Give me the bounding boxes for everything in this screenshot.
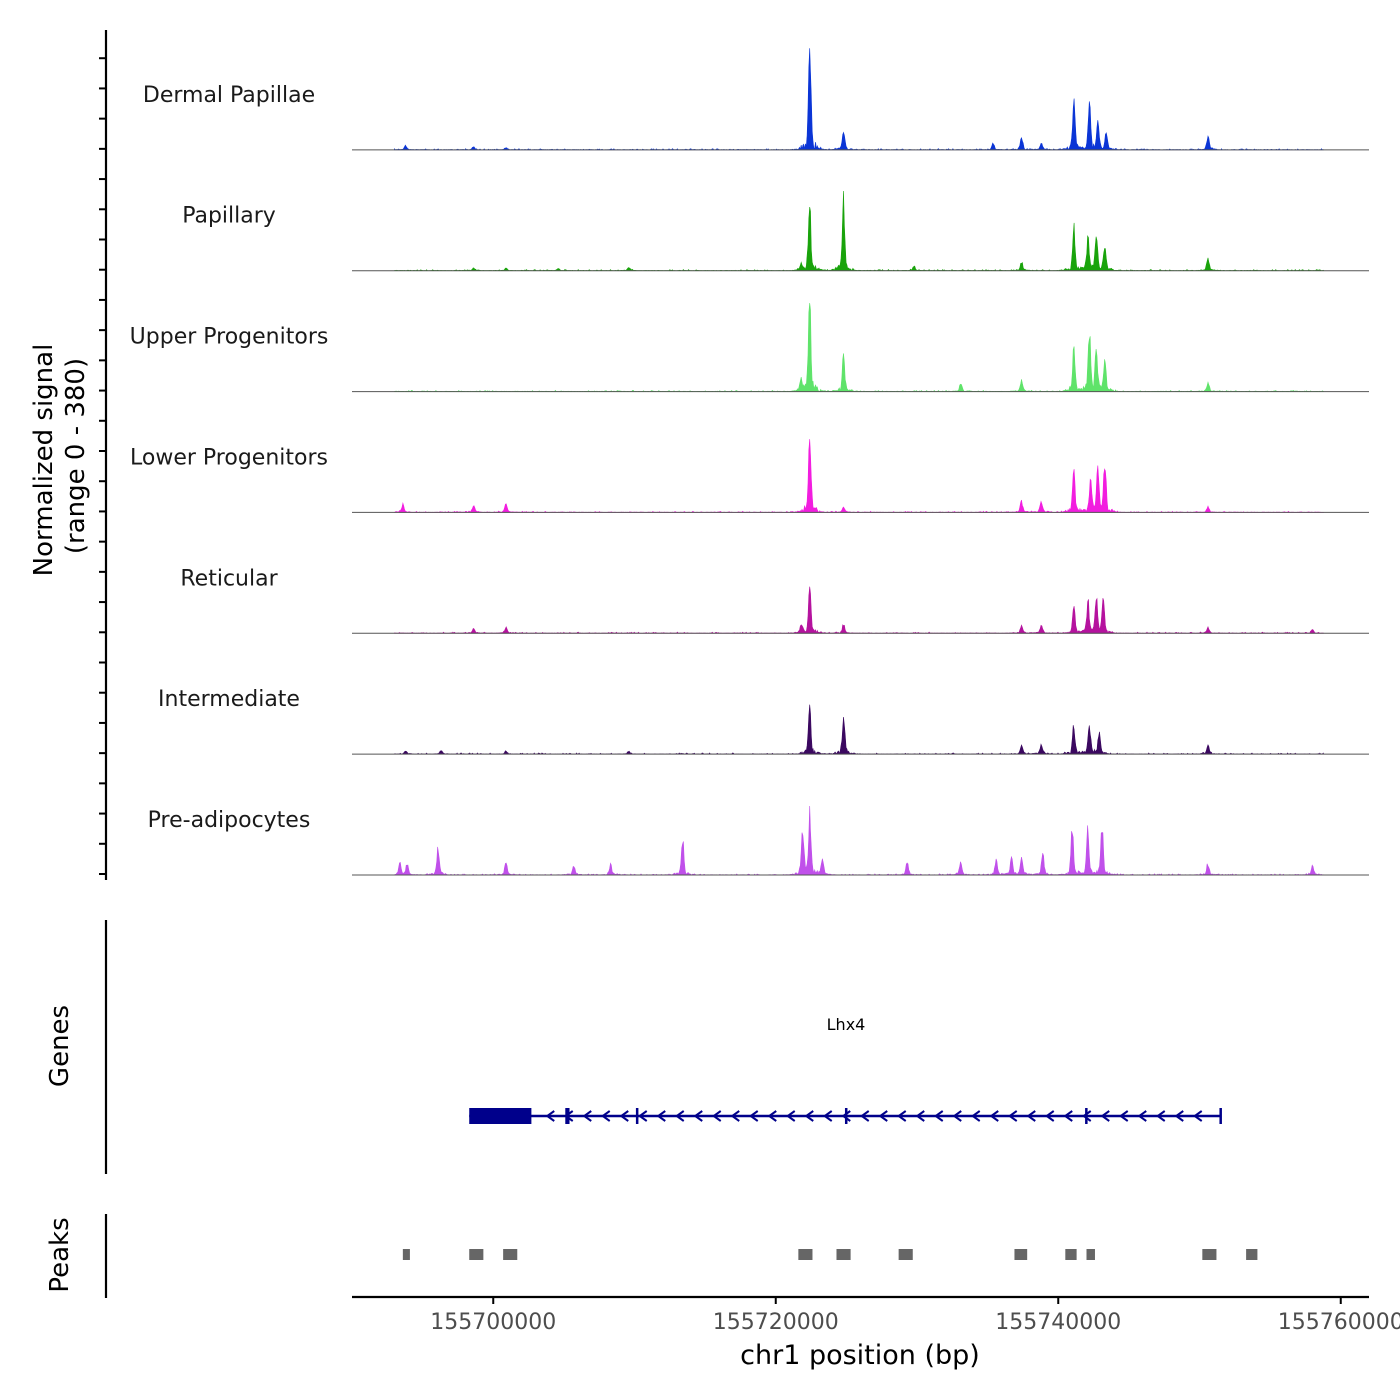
strand-arrow bbox=[786, 1110, 796, 1122]
peak-region bbox=[402, 1249, 410, 1260]
strand-arrow bbox=[1063, 1110, 1073, 1122]
signal-tracks: Dermal Papillae Papillary Upper Progenitor… bbox=[130, 48, 1369, 876]
strand-arrow bbox=[897, 1110, 907, 1122]
signal-area bbox=[394, 586, 1324, 634]
peak-region bbox=[1202, 1249, 1217, 1260]
strand-arrow bbox=[1100, 1110, 1110, 1122]
strand-arrow bbox=[823, 1110, 833, 1122]
signal-area bbox=[394, 439, 1324, 514]
genes-panel-label: Genes bbox=[45, 1005, 75, 1087]
peak-region bbox=[1246, 1249, 1258, 1260]
strand-arrow bbox=[1045, 1110, 1055, 1122]
signal-area bbox=[394, 805, 1324, 876]
strand-arrow bbox=[1156, 1110, 1166, 1122]
strand-arrow bbox=[1008, 1110, 1018, 1122]
strand-arrow bbox=[860, 1110, 870, 1122]
strand-arrow bbox=[934, 1110, 944, 1122]
track-lower-progenitors: Lower Progenitors bbox=[130, 439, 1369, 514]
track-pre-adipocytes: Pre-adipocytes bbox=[148, 805, 1369, 876]
strand-arrow bbox=[989, 1110, 999, 1122]
strand-arrow bbox=[712, 1110, 722, 1122]
peak-region bbox=[798, 1249, 813, 1260]
peak-region bbox=[503, 1249, 518, 1260]
gene-model bbox=[469, 1108, 1222, 1124]
gene-exon bbox=[635, 1108, 639, 1124]
peak-regions bbox=[402, 1249, 1258, 1260]
x-tick-label: 155720000 bbox=[713, 1310, 839, 1335]
strand-arrow bbox=[915, 1110, 925, 1122]
track-label: Pre-adipocytes bbox=[148, 808, 311, 833]
peak-region bbox=[1014, 1249, 1028, 1260]
track-label: Dermal Papillae bbox=[143, 83, 315, 108]
x-axis-label: chr1 position (bp) bbox=[740, 1340, 980, 1371]
peaks-panel-label: Peaks bbox=[45, 1217, 75, 1292]
track-intermediate: Intermediate bbox=[158, 687, 1369, 755]
gene-exon bbox=[469, 1108, 532, 1124]
strand-arrow bbox=[656, 1110, 666, 1122]
strand-arrow bbox=[749, 1110, 759, 1122]
strand-arrow bbox=[1119, 1110, 1129, 1122]
track-label: Lower Progenitors bbox=[130, 445, 328, 470]
strand-arrow bbox=[1174, 1110, 1184, 1122]
track-label: Reticular bbox=[180, 566, 278, 591]
track-label: Papillary bbox=[182, 204, 276, 229]
peak-region bbox=[1065, 1249, 1077, 1260]
strand-arrow bbox=[638, 1110, 648, 1122]
track-dermal-papillae: Dermal Papillae bbox=[143, 48, 1369, 151]
track-papillary: Papillary bbox=[182, 190, 1369, 272]
peak-region bbox=[898, 1249, 913, 1260]
signal-area bbox=[394, 704, 1325, 755]
peak-region bbox=[1086, 1249, 1095, 1260]
peak-region bbox=[469, 1249, 484, 1260]
strand-arrow bbox=[619, 1110, 629, 1122]
y-axis-range-label: (range 0 - 380) bbox=[61, 358, 91, 554]
strand-arrow bbox=[1137, 1110, 1147, 1122]
peak-region bbox=[836, 1249, 851, 1260]
x-axis: 155700000 155720000 155740000 155760000 bbox=[430, 1297, 1400, 1335]
gene-name-label: Lhx4 bbox=[827, 1015, 866, 1034]
track-label: Intermediate bbox=[158, 687, 300, 712]
gene-exon bbox=[844, 1108, 848, 1124]
x-tick-label: 155700000 bbox=[430, 1310, 556, 1335]
strand-arrow bbox=[1193, 1110, 1203, 1122]
x-tick-label: 155740000 bbox=[995, 1310, 1121, 1335]
strand-arrow bbox=[675, 1110, 685, 1122]
strand-arrow bbox=[693, 1110, 703, 1122]
track-upper-progenitors: Upper Progenitors bbox=[130, 302, 1369, 393]
strand-arrow bbox=[730, 1110, 740, 1122]
strand-arrow bbox=[582, 1110, 592, 1122]
strand-arrow bbox=[841, 1110, 851, 1122]
strand-arrow bbox=[1026, 1110, 1036, 1122]
gene-exon bbox=[565, 1108, 570, 1124]
strand-arrow bbox=[952, 1110, 962, 1122]
gene-exon bbox=[1085, 1108, 1088, 1124]
strand-arrow bbox=[1082, 1110, 1092, 1122]
y-axis-label: Normalized signal bbox=[29, 344, 59, 577]
strand-arrow bbox=[545, 1110, 555, 1122]
signal-area bbox=[394, 190, 1325, 272]
signal-area bbox=[394, 302, 1325, 393]
signal-area bbox=[394, 48, 1324, 151]
strand-arrow bbox=[804, 1110, 814, 1122]
strand-arrow bbox=[878, 1110, 888, 1122]
strand-arrow bbox=[767, 1110, 777, 1122]
strand-arrow bbox=[971, 1110, 981, 1122]
coverage-y-axis bbox=[99, 57, 106, 875]
x-tick-label: 155760000 bbox=[1278, 1310, 1400, 1335]
track-label: Upper Progenitors bbox=[130, 325, 329, 350]
strand-arrow bbox=[601, 1110, 611, 1122]
track-reticular: Reticular bbox=[180, 566, 1369, 634]
